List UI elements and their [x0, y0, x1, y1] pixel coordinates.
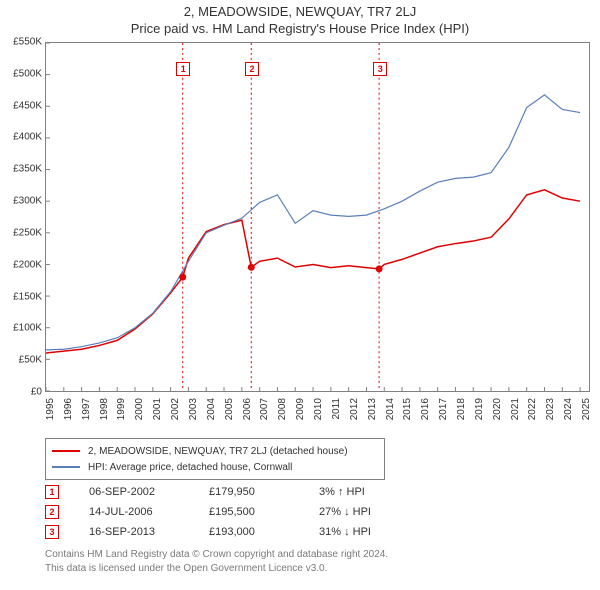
x-tick-label: 2022: [527, 398, 538, 420]
x-tick-label: 1997: [81, 398, 92, 420]
x-tick-label: 2017: [438, 398, 449, 420]
x-tick-label: 1999: [116, 398, 127, 420]
y-tick-label: £550K: [13, 37, 42, 48]
x-tick-label: 2015: [402, 398, 413, 420]
y-tick-label: £500K: [13, 68, 42, 79]
legend-item: HPI: Average price, detached house, Corn…: [52, 459, 378, 475]
x-tick-label: 2024: [563, 398, 574, 420]
y-tick-label: £250K: [13, 227, 42, 238]
plot-area: 1 2 3: [45, 42, 590, 392]
sale-diff: 31% ↓ HPI: [319, 526, 429, 538]
footer-attribution: Contains HM Land Registry data © Crown c…: [45, 548, 590, 575]
chart-svg: [46, 43, 589, 391]
y-tick-label: £200K: [13, 259, 42, 270]
x-tick-label: 2014: [385, 398, 396, 420]
x-tick-label: 2004: [206, 398, 217, 420]
sale-row-marker: 1: [45, 485, 59, 499]
x-tick-label: 2009: [295, 398, 306, 420]
y-axis-labels: £0£50K£100K£150K£200K£250K£300K£350K£400…: [0, 42, 44, 392]
y-tick-label: £150K: [13, 291, 42, 302]
x-tick-label: 2007: [259, 398, 270, 420]
y-tick-label: £350K: [13, 164, 42, 175]
sale-price: £179,950: [209, 486, 289, 498]
sale-row-marker: 3: [45, 525, 59, 539]
legend-swatch: [52, 450, 80, 452]
x-tick-label: 1998: [99, 398, 110, 420]
sale-date: 06-SEP-2002: [89, 486, 179, 498]
legend-label: 2, MEADOWSIDE, NEWQUAY, TR7 2LJ (detache…: [88, 446, 348, 457]
y-tick-label: £100K: [13, 323, 42, 334]
x-tick-label: 2012: [349, 398, 360, 420]
sale-price: £193,000: [209, 526, 289, 538]
x-tick-label: 2000: [134, 398, 145, 420]
x-tick-label: 2016: [420, 398, 431, 420]
x-tick-label: 2006: [242, 398, 253, 420]
x-tick-label: 2005: [224, 398, 235, 420]
x-tick-label: 2019: [474, 398, 485, 420]
sale-diff: 3% ↑ HPI: [319, 486, 429, 498]
footer-line-1: Contains HM Land Registry data © Crown c…: [45, 548, 590, 562]
sale-row: 1 06-SEP-2002 £179,950 3% ↑ HPI: [45, 482, 590, 502]
x-axis-labels: 1995 1996 1997 1998 1999 2000 2001 2002 2003 2004…: [45, 394, 590, 438]
sale-marker-1: 1: [176, 62, 190, 76]
x-tick-label: 2010: [313, 398, 324, 420]
x-tick-label: 2021: [510, 398, 521, 420]
sale-price: £195,500: [209, 506, 289, 518]
x-tick-label: 2001: [152, 398, 163, 420]
x-tick-label: 2002: [170, 398, 181, 420]
legend-item: 2, MEADOWSIDE, NEWQUAY, TR7 2LJ (detache…: [52, 443, 378, 459]
x-tick-label: 2020: [492, 398, 503, 420]
footer-line-2: This data is licensed under the Open Gov…: [45, 562, 590, 576]
y-tick-label: £0: [31, 387, 42, 398]
x-tick-label: 2013: [367, 398, 378, 420]
sale-date: 16-SEP-2013: [89, 526, 179, 538]
chart-title-address: 2, MEADOWSIDE, NEWQUAY, TR7 2LJ: [0, 0, 600, 19]
sale-row: 2 14-JUL-2006 £195,500 27% ↓ HPI: [45, 502, 590, 522]
y-tick-label: £400K: [13, 132, 42, 143]
x-tick-label: 2011: [331, 398, 342, 420]
chart-container: 2, MEADOWSIDE, NEWQUAY, TR7 2LJ Price pa…: [0, 0, 600, 590]
sale-date: 14-JUL-2006: [89, 506, 179, 518]
legend: 2, MEADOWSIDE, NEWQUAY, TR7 2LJ (detache…: [45, 438, 385, 480]
x-tick-label: 1996: [63, 398, 74, 420]
x-tick-label: 2025: [581, 398, 592, 420]
x-tick-label: 2008: [277, 398, 288, 420]
sale-row: 3 16-SEP-2013 £193,000 31% ↓ HPI: [45, 522, 590, 542]
sales-table: 1 06-SEP-2002 £179,950 3% ↑ HPI 2 14-JUL-2006…: [45, 482, 590, 542]
chart-title-subtitle: Price paid vs. HM Land Registry's House …: [0, 19, 600, 40]
x-tick-label: 2003: [188, 398, 199, 420]
y-tick-label: £50K: [19, 355, 42, 366]
y-tick-label: £450K: [13, 100, 42, 111]
sale-diff: 27% ↓ HPI: [319, 506, 429, 518]
y-tick-label: £300K: [13, 196, 42, 207]
x-tick-label: 1995: [45, 398, 56, 420]
x-tick-label: 2023: [545, 398, 556, 420]
legend-swatch: [52, 466, 80, 468]
sale-marker-2: 2: [245, 62, 259, 76]
sale-marker-3: 3: [373, 62, 387, 76]
legend-label: HPI: Average price, detached house, Corn…: [88, 462, 292, 473]
x-tick-label: 2018: [456, 398, 467, 420]
sale-row-marker: 2: [45, 505, 59, 519]
